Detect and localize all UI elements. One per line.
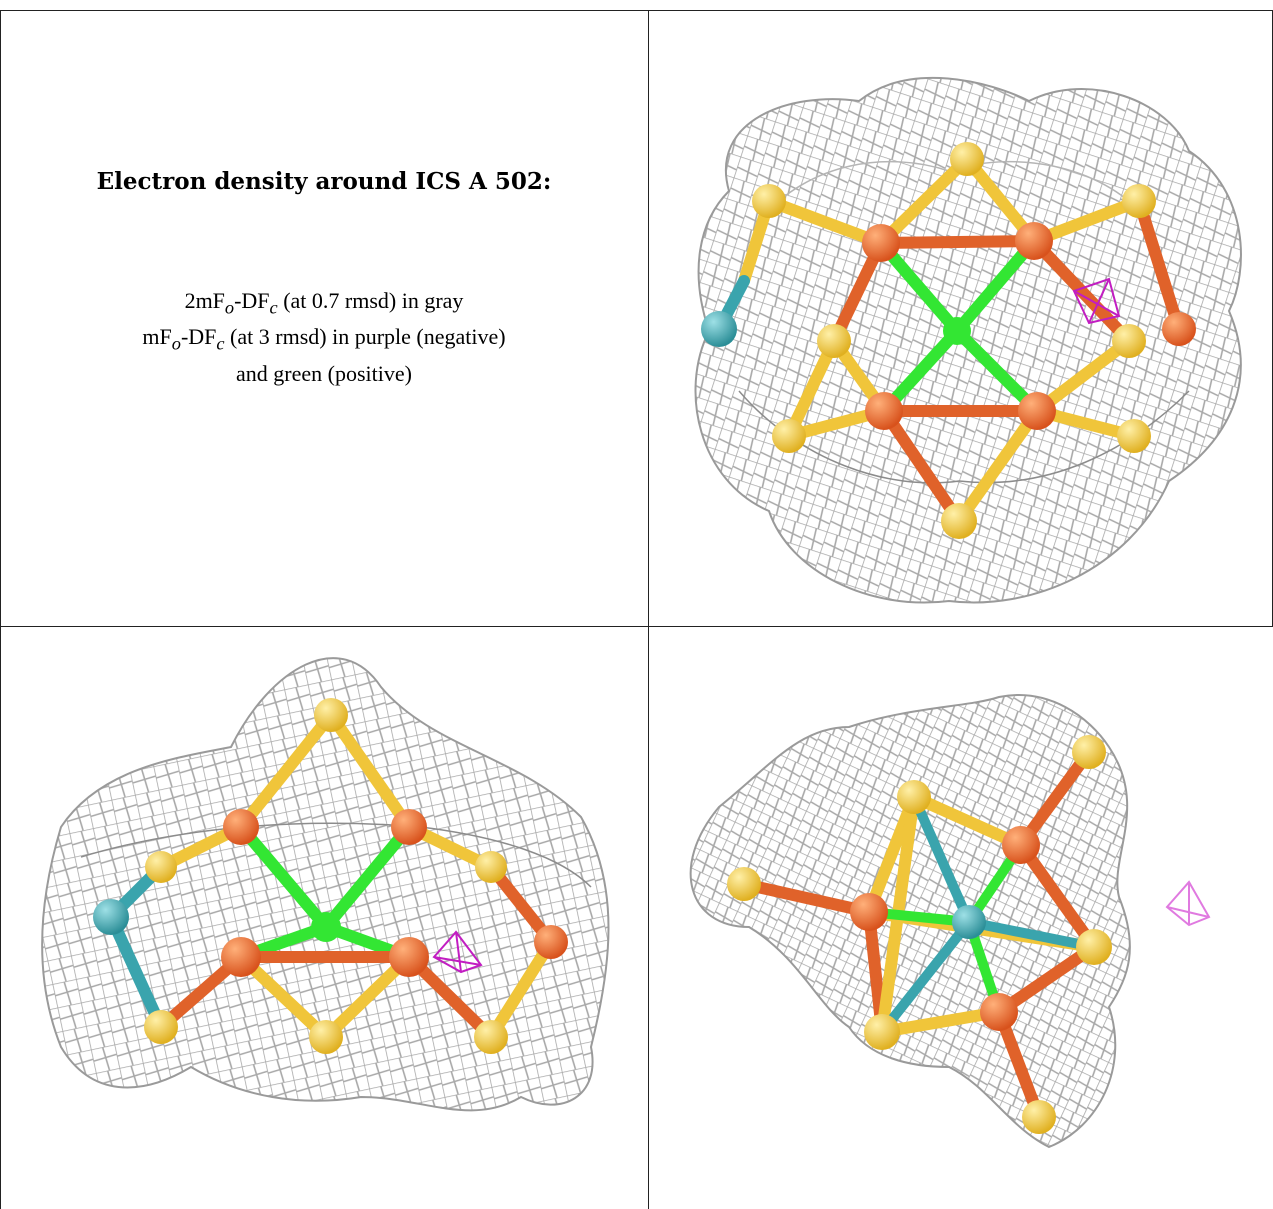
legend-diff-line: mFo-DFc (at 3 rmsd) in purple (negative): [0, 322, 648, 358]
atoms: [701, 142, 1196, 539]
iron-atom: [534, 925, 568, 959]
legend-gray-text-c: (at 0.7 rmsd) in gray: [277, 288, 464, 313]
border-middle-horizontal: [0, 626, 1273, 627]
iron-atom: [221, 937, 261, 977]
sulfur-atom: [752, 184, 786, 218]
sulfur-atom: [772, 419, 806, 453]
legend-diff-sub-c: c: [216, 333, 225, 354]
caption-legend: 2mFo-DFc (at 0.7 rmsd) in gray mFo-DFc (…: [0, 286, 648, 389]
legend-diff-text-c: (at 3 rmsd) in purple (negative): [224, 324, 506, 350]
central-atom: [943, 317, 971, 345]
carbon-atom: [952, 905, 986, 939]
border-middle-vertical: [648, 10, 649, 1209]
structure-view-bottom-right: [689, 694, 1211, 1149]
structure-view-bottom-left: [41, 657, 610, 1112]
sulfur-atom: [1112, 324, 1146, 358]
legend-gray-sub-c: c: [269, 297, 278, 318]
iron-atom: [865, 392, 903, 430]
iron-atom: [980, 993, 1018, 1031]
carbon-atom: [93, 899, 129, 935]
iron-atom: [389, 937, 429, 977]
negative-density-mesh: [432, 930, 483, 974]
sulfur-atom: [144, 1010, 178, 1044]
iron-atom: [391, 809, 427, 845]
density-mesh: [41, 657, 610, 1112]
sulfur-atom: [950, 142, 984, 176]
iron-atom: [1162, 312, 1196, 346]
iron-atom: [1018, 392, 1056, 430]
legend-diff-text-b: -DF: [180, 324, 217, 350]
iron-atom: [862, 224, 900, 262]
sulfur-atom: [817, 324, 851, 358]
sulfur-atom: [897, 780, 931, 814]
iron-atom: [1002, 826, 1040, 864]
sulfur-atom: [474, 1020, 508, 1054]
structure-view-top-right: [694, 76, 1242, 604]
iron-atom: [850, 893, 888, 931]
caption-panel: Electron density around ICS A 502: 2mFo-…: [0, 0, 648, 626]
sulfur-atom: [1076, 929, 1112, 965]
sulfur-atom: [1022, 1100, 1056, 1134]
legend-gray-sub-o: o: [224, 297, 235, 318]
sulfur-atom: [314, 698, 348, 732]
sulfur-atom: [727, 867, 761, 901]
iron-atom: [1015, 222, 1053, 260]
negative-density-mesh: [1072, 277, 1121, 325]
legend-diff-text-a: mF: [142, 324, 172, 350]
negative-density-mesh: [1165, 880, 1211, 927]
legend-gray-text-a: 2mF: [184, 288, 225, 313]
sulfur-atom: [475, 851, 507, 883]
carbon-atom: [701, 311, 737, 347]
atoms: [93, 698, 568, 1054]
sulfur-atom: [1122, 184, 1156, 218]
sulfur-atom: [864, 1014, 900, 1050]
legend-diff-sub-o: o: [171, 333, 181, 354]
sulfur-atom: [1072, 735, 1106, 769]
sulfur-atom: [941, 503, 977, 539]
caption-title: Electron density around ICS A 502:: [96, 168, 552, 195]
iron-atom: [223, 809, 259, 845]
sulfur-atom: [309, 1020, 343, 1054]
sulfur-atom: [145, 851, 177, 883]
atoms: [727, 735, 1112, 1134]
border-top: [0, 10, 1273, 11]
legend-gray-text-b: -DF: [234, 288, 270, 313]
legend-gray-line: 2mFo-DFc (at 0.7 rmsd) in gray: [0, 286, 648, 322]
sulfur-atom: [1117, 419, 1151, 453]
central-atom: [311, 912, 341, 942]
legend-positive-line: and green (positive): [236, 360, 412, 386]
border-left: [0, 10, 1, 1209]
